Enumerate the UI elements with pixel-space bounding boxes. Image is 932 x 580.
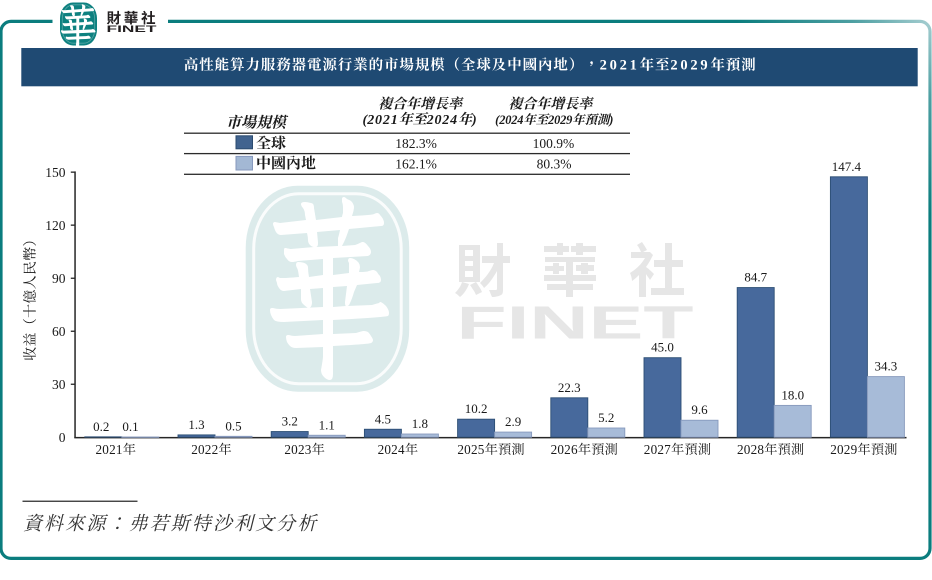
svg-text:2024: 2024: [426, 113, 458, 128]
svg-text:2022: 2022: [191, 442, 218, 457]
svg-text:3.2: 3.2: [282, 414, 298, 429]
svg-text:2021: 2021: [366, 113, 398, 128]
svg-text:): ): [608, 113, 613, 127]
svg-text:2026: 2026: [551, 442, 578, 457]
svg-text:80.3%: 80.3%: [537, 157, 572, 172]
svg-text:60: 60: [52, 324, 66, 339]
svg-text:2024: 2024: [498, 113, 523, 127]
svg-text:2029: 2029: [830, 442, 857, 457]
svg-text:FINET: FINET: [457, 297, 694, 349]
svg-text:1.8: 1.8: [412, 416, 428, 431]
svg-text:90: 90: [52, 271, 66, 286]
svg-text:2027: 2027: [644, 442, 671, 457]
svg-text:1.3: 1.3: [188, 417, 204, 432]
svg-text:147.4: 147.4: [832, 159, 862, 174]
svg-text:34.3: 34.3: [875, 359, 898, 374]
svg-text:0: 0: [59, 430, 66, 445]
svg-text:): ): [470, 113, 477, 128]
svg-text:150: 150: [45, 165, 66, 180]
svg-text:162.1%: 162.1%: [395, 157, 437, 172]
svg-text:30: 30: [52, 377, 66, 392]
svg-text:45.0: 45.0: [651, 340, 674, 355]
svg-text:10.2: 10.2: [465, 401, 488, 416]
svg-text:0.2: 0.2: [93, 419, 109, 434]
svg-text:5.2: 5.2: [598, 410, 614, 425]
svg-text:9.6: 9.6: [691, 402, 708, 417]
svg-text:84.7: 84.7: [744, 270, 767, 285]
svg-text:100.9%: 100.9%: [533, 136, 575, 151]
svg-text:182.3%: 182.3%: [395, 136, 437, 151]
svg-text:0.1: 0.1: [122, 419, 138, 434]
svg-text:1.1: 1.1: [319, 417, 335, 432]
svg-text:2021: 2021: [600, 58, 640, 74]
svg-text:2029: 2029: [547, 113, 572, 127]
svg-text:FINET: FINET: [107, 24, 157, 35]
svg-text:4.5: 4.5: [375, 411, 391, 426]
svg-text:2024: 2024: [378, 442, 405, 457]
svg-text:2021: 2021: [96, 442, 123, 457]
svg-text:2.9: 2.9: [505, 414, 521, 429]
svg-text:2028: 2028: [737, 442, 764, 457]
svg-text:22.3: 22.3: [558, 380, 581, 395]
svg-text:18.0: 18.0: [781, 387, 804, 402]
svg-text:2025: 2025: [457, 442, 484, 457]
svg-text:120: 120: [45, 218, 66, 233]
svg-text:(: (: [363, 113, 369, 128]
svg-text:0.5: 0.5: [225, 418, 241, 433]
svg-text:2023: 2023: [284, 442, 311, 457]
svg-text:2029: 2029: [670, 58, 710, 74]
svg-text:(: (: [495, 113, 500, 127]
